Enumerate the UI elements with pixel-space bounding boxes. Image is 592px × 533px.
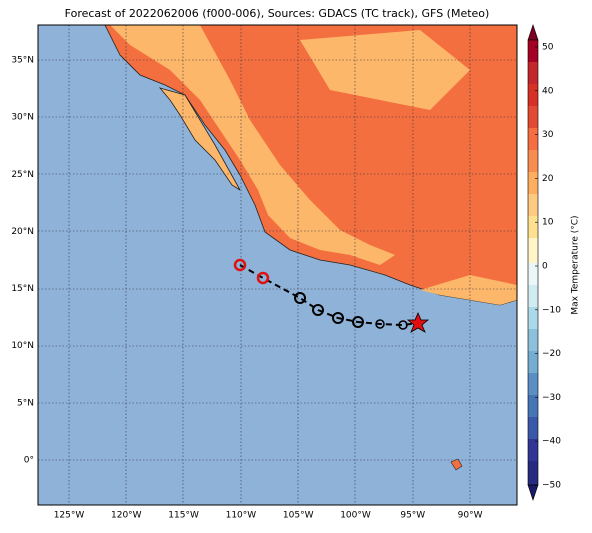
map <box>37 24 518 506</box>
colorbar-tick-label: 0 <box>542 262 548 272</box>
colorbar-tick-label: 40 <box>542 86 554 96</box>
track-point <box>398 320 408 330</box>
track-point <box>312 304 324 316</box>
colorbar-tick-label: −20 <box>542 349 561 359</box>
track-point <box>375 319 385 329</box>
lat-label: 25°N <box>11 170 34 180</box>
lat-label: 5°N <box>17 398 34 408</box>
track-point <box>332 312 344 324</box>
lon-label: 90°W <box>458 511 483 521</box>
lon-label: 95°W <box>400 511 425 521</box>
lon-label: 125°W <box>54 511 85 521</box>
lat-label: 30°N <box>11 113 34 123</box>
colorbar-tick-label: −10 <box>542 305 561 315</box>
lon-label: 120°W <box>111 511 142 521</box>
plateau <box>300 30 470 110</box>
gridlines <box>38 25 517 505</box>
track-point <box>352 316 364 328</box>
colorbar-tick-label: 50 <box>542 43 554 53</box>
colorbar <box>527 24 539 501</box>
lon-label: 115°W <box>168 511 199 521</box>
colorbar-tick-label: −50 <box>542 481 561 491</box>
plateau <box>420 275 517 305</box>
colorbar-tick-label: 30 <box>542 130 554 140</box>
lat-label: 20°N <box>11 227 34 237</box>
track-point <box>294 292 306 304</box>
title: Forecast of 2022062006 (f000-006), Sourc… <box>65 7 490 20</box>
track-point <box>256 271 270 285</box>
current-position <box>406 311 430 333</box>
colorbar-label: Max Temperature (°C) <box>571 215 581 314</box>
colorbar-tick-label: 10 <box>542 218 554 228</box>
colorbar-tick-label: −40 <box>542 437 561 447</box>
lat-label: 35°N <box>11 56 34 66</box>
lat-label: 10°N <box>11 341 34 351</box>
plateau <box>110 25 395 265</box>
baja <box>158 87 241 191</box>
map-frame <box>37 24 518 506</box>
lat-label: 0° <box>24 455 34 465</box>
track-line <box>239 264 419 327</box>
lon-label: 105°W <box>283 511 314 521</box>
storm-track <box>233 258 430 333</box>
lat-label: 15°N <box>11 284 34 294</box>
colorbar-tick-label: 20 <box>542 174 554 184</box>
track-point <box>233 258 247 272</box>
colorbar-tick-label: −30 <box>542 393 561 403</box>
lon-label: 100°W <box>340 511 371 521</box>
lon-label: 110°W <box>226 511 257 521</box>
